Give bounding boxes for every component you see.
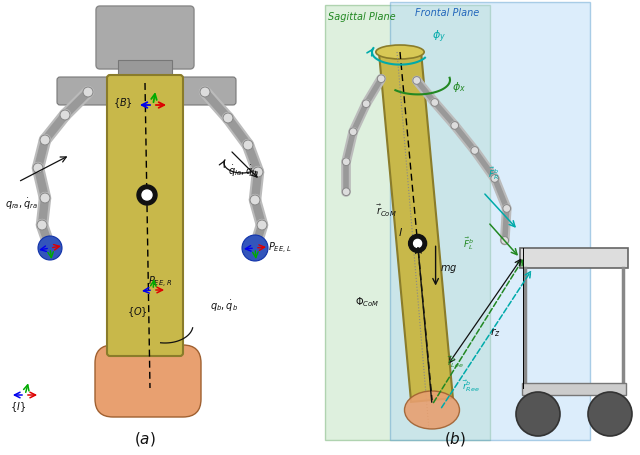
Circle shape <box>137 185 157 205</box>
Polygon shape <box>325 5 490 440</box>
FancyBboxPatch shape <box>175 77 236 105</box>
Text: $\{I\}$: $\{I\}$ <box>10 400 26 414</box>
FancyBboxPatch shape <box>107 75 183 356</box>
Circle shape <box>588 392 632 436</box>
Circle shape <box>200 87 210 97</box>
Text: $q_{ra}, \dot{q}_{ra}$: $q_{ra}, \dot{q}_{ra}$ <box>5 197 38 212</box>
Circle shape <box>503 205 511 212</box>
Circle shape <box>413 76 420 84</box>
Text: $q_b, \dot{q}_b$: $q_b, \dot{q}_b$ <box>210 299 238 314</box>
Circle shape <box>83 87 93 97</box>
Text: $\phi_x$: $\phi_x$ <box>452 80 466 94</box>
Circle shape <box>250 243 260 253</box>
Circle shape <box>37 220 47 230</box>
Polygon shape <box>390 2 590 440</box>
Text: $\vec{r}_{CoM}$: $\vec{r}_{CoM}$ <box>376 203 396 219</box>
Circle shape <box>491 175 499 182</box>
Text: $\vec{r}^b_{Lee}$: $\vec{r}^b_{Lee}$ <box>447 354 464 369</box>
Polygon shape <box>379 50 453 402</box>
Text: $\Phi_{CoM}$: $\Phi_{CoM}$ <box>355 295 380 309</box>
Circle shape <box>253 167 263 177</box>
Text: Sagittal Plane: Sagittal Plane <box>328 12 396 22</box>
Text: $\dot{q}_{la}, \dot{q}_{la}$: $\dot{q}_{la}, \dot{q}_{la}$ <box>228 164 260 179</box>
Circle shape <box>408 234 427 253</box>
Circle shape <box>362 100 370 107</box>
Circle shape <box>242 235 268 261</box>
FancyBboxPatch shape <box>96 6 194 69</box>
Circle shape <box>257 220 267 230</box>
Ellipse shape <box>404 391 460 429</box>
Text: $\vec{F}^b_R$: $\vec{F}^b_R$ <box>488 166 499 182</box>
FancyBboxPatch shape <box>57 77 118 105</box>
Circle shape <box>471 147 479 154</box>
Circle shape <box>501 237 509 244</box>
Circle shape <box>413 239 422 248</box>
Text: $(a)$: $(a)$ <box>134 430 156 448</box>
FancyBboxPatch shape <box>118 60 172 82</box>
Text: $l$: $l$ <box>398 226 403 238</box>
Text: $\phi_y$: $\phi_y$ <box>432 29 446 45</box>
Text: $P_{EE,R}$: $P_{EE,R}$ <box>148 274 172 289</box>
Text: $(b)$: $(b)$ <box>444 430 466 448</box>
Circle shape <box>516 392 560 436</box>
Circle shape <box>60 110 70 120</box>
FancyBboxPatch shape <box>522 383 626 395</box>
Circle shape <box>38 236 62 260</box>
Circle shape <box>451 121 459 129</box>
Circle shape <box>378 75 385 82</box>
Text: Frontal Plane: Frontal Plane <box>415 8 479 18</box>
Circle shape <box>349 128 357 136</box>
FancyBboxPatch shape <box>95 345 201 417</box>
Circle shape <box>142 190 152 200</box>
Text: $\vec{r}^b_{Ree}$: $\vec{r}^b_{Ree}$ <box>462 379 480 394</box>
Circle shape <box>431 99 438 106</box>
Circle shape <box>223 113 233 123</box>
Text: $\{O\}$: $\{O\}$ <box>127 305 147 319</box>
Circle shape <box>342 158 350 166</box>
Text: $mg$: $mg$ <box>440 263 457 275</box>
FancyBboxPatch shape <box>520 248 628 268</box>
Text: $P_{EE,L}$: $P_{EE,L}$ <box>268 240 291 256</box>
Text: $\vec{F}^b_L$: $\vec{F}^b_L$ <box>463 236 474 253</box>
Text: $\{B\}$: $\{B\}$ <box>113 96 133 110</box>
Circle shape <box>40 193 50 203</box>
Text: $r_z$: $r_z$ <box>490 326 500 339</box>
Circle shape <box>250 195 260 205</box>
Ellipse shape <box>376 45 424 59</box>
Circle shape <box>243 140 253 150</box>
Circle shape <box>33 163 43 173</box>
Circle shape <box>40 135 50 145</box>
Circle shape <box>342 188 350 196</box>
Circle shape <box>45 243 55 253</box>
